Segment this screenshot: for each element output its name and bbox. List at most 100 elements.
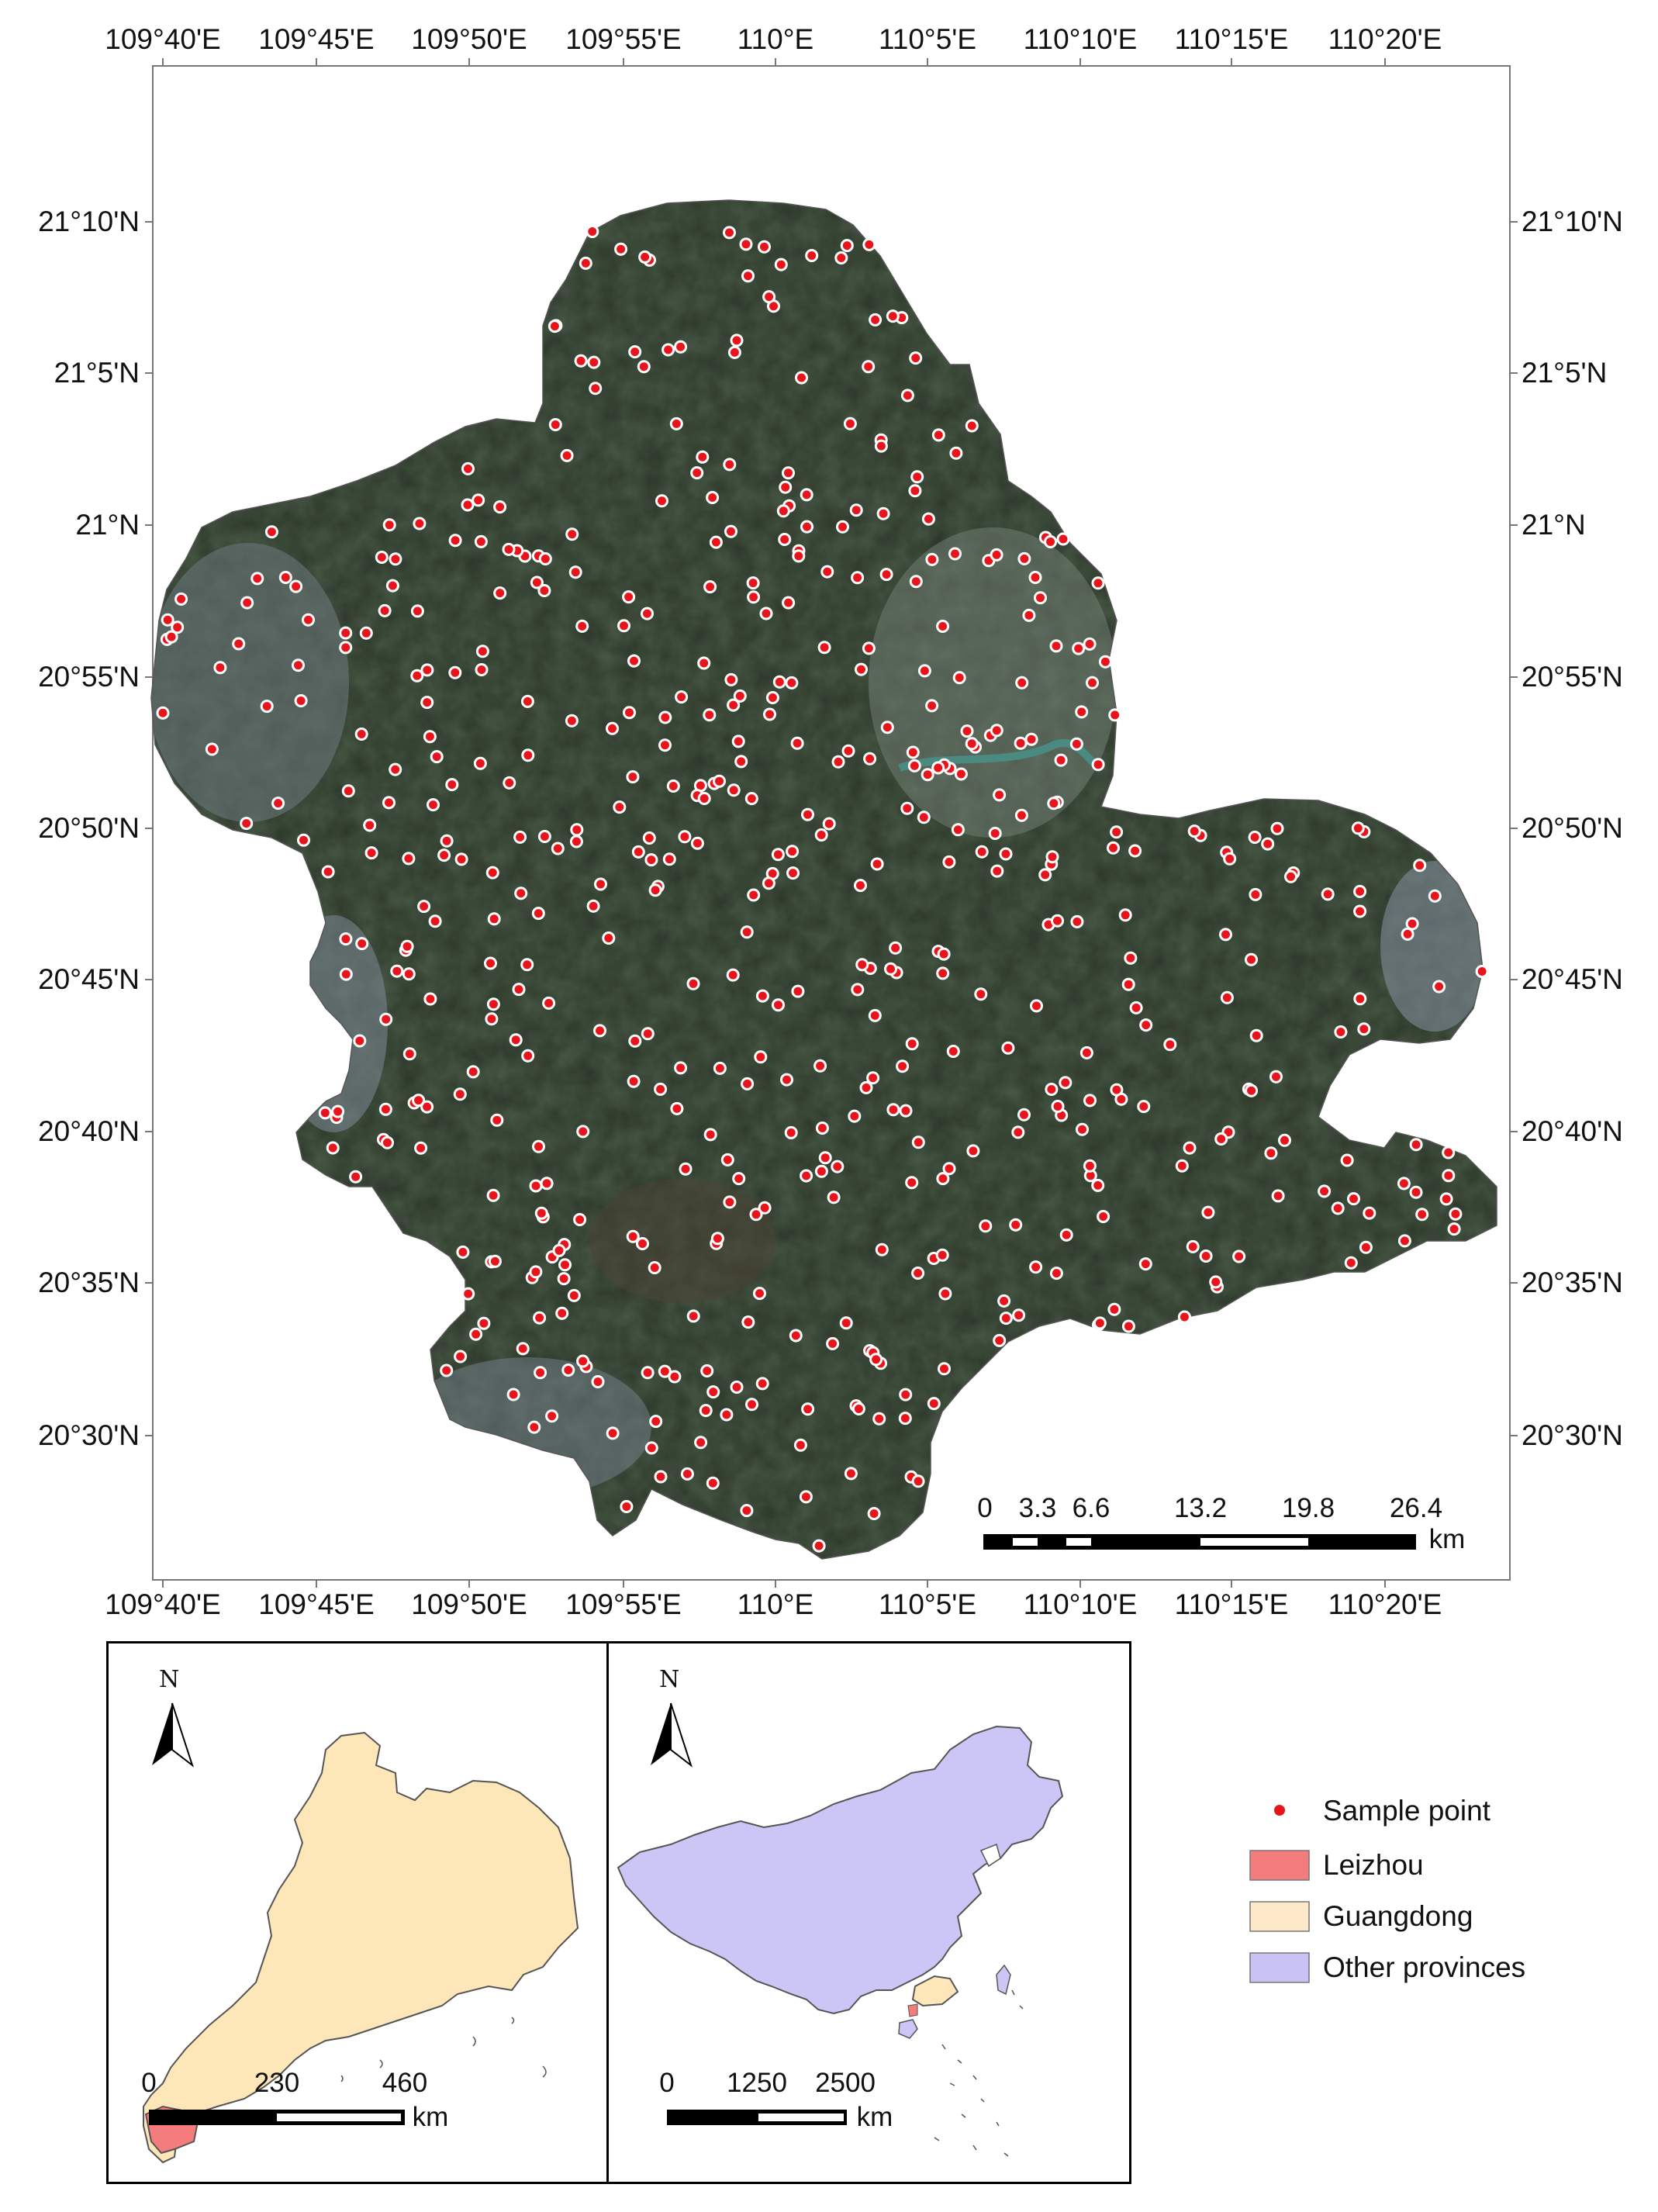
- sample-point: [171, 620, 185, 634]
- sample-point: [156, 706, 170, 720]
- sample-point: [440, 834, 454, 848]
- sample-points: [156, 225, 1489, 1553]
- sample-point: [792, 549, 806, 563]
- sample-point: [587, 355, 601, 369]
- sample-point: [586, 899, 600, 913]
- sample-point: [999, 1312, 1013, 1325]
- sample-point: [161, 613, 174, 627]
- sample-point: [741, 1315, 755, 1329]
- sample-point: [898, 1412, 912, 1426]
- bottom-longitude-label: 110°20'E: [1328, 1588, 1442, 1620]
- sample-point: [905, 1176, 919, 1190]
- sample-point: [264, 525, 278, 539]
- sample-point: [1091, 758, 1105, 772]
- sample-point: [486, 997, 500, 1011]
- sample-point: [1086, 676, 1099, 690]
- sample-point: [906, 745, 920, 759]
- sample-point: [378, 603, 392, 617]
- sample-point: [250, 572, 264, 586]
- sample-point: [949, 446, 963, 460]
- sample-point: [1271, 1189, 1285, 1203]
- sample-point: [389, 552, 402, 566]
- sample-point: [1278, 1133, 1291, 1147]
- sample-point: [240, 596, 254, 610]
- sample-point: [931, 761, 945, 775]
- sample-point: [862, 641, 876, 655]
- bottom-longitude-label: 109°45'E: [258, 1588, 375, 1620]
- sample-point: [485, 866, 499, 880]
- sample-point: [514, 887, 528, 900]
- sample-point: [1353, 904, 1367, 918]
- sample-point: [874, 439, 888, 453]
- guangdong-scale-tick-0: 0: [141, 2068, 157, 2098]
- sample-point: [1318, 1184, 1332, 1198]
- sample-point: [1107, 1302, 1121, 1316]
- sample-point: [417, 900, 431, 914]
- sample-point: [1083, 1159, 1097, 1173]
- sample-point: [1014, 736, 1028, 750]
- sample-point: [694, 1436, 708, 1450]
- sample-point: [1072, 641, 1086, 655]
- sample-point: [355, 937, 369, 951]
- sample-point: [840, 239, 854, 253]
- sample-point: [917, 664, 931, 678]
- sample-point: [506, 1388, 520, 1402]
- sample-point: [1059, 1076, 1073, 1090]
- sample-point: [724, 672, 738, 686]
- sample-point: [538, 552, 552, 565]
- sample-point: [839, 1316, 853, 1330]
- sample-point: [849, 503, 863, 517]
- legend-other-provinces-swatch: [1249, 1952, 1310, 1983]
- sample-point: [710, 1232, 724, 1246]
- top-longitude-label: 110°10'E: [1023, 23, 1138, 55]
- sample-point: [1401, 927, 1414, 941]
- sample-point: [420, 663, 434, 677]
- main-scale-tick-4: 19.8: [1281, 1493, 1335, 1523]
- sample-point: [763, 707, 776, 721]
- sample-point: [1331, 1201, 1345, 1215]
- sample-point: [1015, 676, 1029, 690]
- sample-point: [1083, 637, 1097, 651]
- sample-point: [1069, 737, 1083, 751]
- sample-point: [576, 1354, 590, 1368]
- sample-point: [831, 1160, 845, 1173]
- sample-point: [1049, 1267, 1063, 1281]
- sample-point: [294, 694, 308, 707]
- sample-point: [1124, 951, 1138, 965]
- sample-point: [1264, 1146, 1278, 1160]
- sample-point: [1091, 1178, 1105, 1192]
- sample-point: [1439, 1192, 1453, 1206]
- sample-point: [644, 1441, 658, 1455]
- sample-point: [1214, 1132, 1228, 1146]
- sample-point: [974, 987, 988, 1001]
- sample-point: [574, 354, 588, 368]
- sample-point: [745, 1398, 758, 1412]
- sample-point: [547, 320, 561, 334]
- bottom-longitude-label: 109°50'E: [411, 1588, 527, 1620]
- sample-point: [907, 759, 921, 772]
- sample-point: [627, 654, 641, 668]
- sample-point: [402, 852, 416, 866]
- sample-point: [1209, 1275, 1223, 1289]
- sample-point: [232, 637, 246, 651]
- sample-point: [532, 1139, 545, 1153]
- sample-point: [942, 855, 956, 869]
- sample-point: [1397, 1177, 1411, 1191]
- sample-point: [1284, 869, 1297, 883]
- sample-point: [990, 864, 1004, 878]
- sample-point: [680, 1467, 694, 1481]
- sample-point: [686, 976, 700, 990]
- sample-point: [537, 584, 551, 597]
- sample-point: [565, 714, 579, 728]
- sample-point: [900, 389, 914, 403]
- sample-point: [731, 734, 745, 748]
- sample-point: [780, 1073, 793, 1087]
- sample-point: [727, 345, 741, 359]
- sample-point: [867, 1507, 881, 1520]
- sample-point: [697, 656, 711, 670]
- sample-point: [815, 1122, 829, 1135]
- sample-point: [1121, 977, 1135, 991]
- main-scale-tick-3: 13.2: [1173, 1493, 1228, 1523]
- sample-point: [727, 698, 741, 712]
- top-longitude-label: 109°50'E: [411, 23, 527, 55]
